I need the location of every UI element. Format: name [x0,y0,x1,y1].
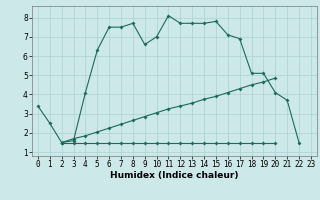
X-axis label: Humidex (Indice chaleur): Humidex (Indice chaleur) [110,171,239,180]
